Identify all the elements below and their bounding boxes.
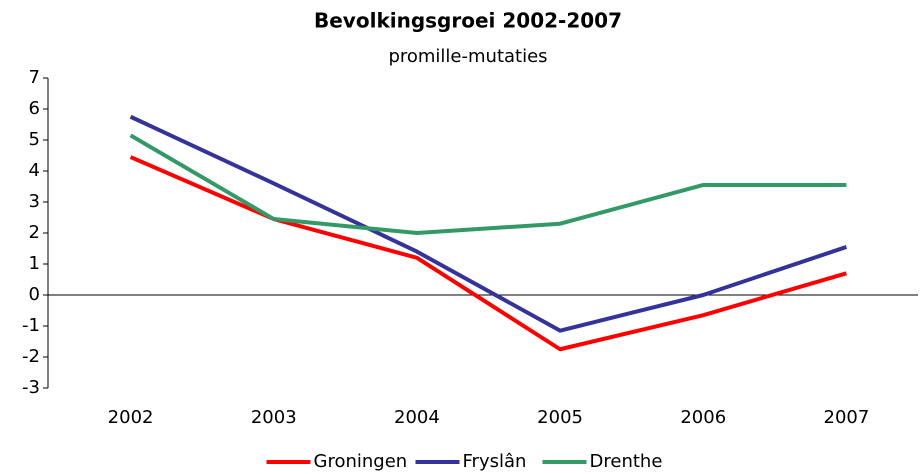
y-tick-label: -1 bbox=[22, 315, 40, 336]
series-line bbox=[129, 155, 847, 352]
legend-label: Drenthe bbox=[590, 451, 663, 472]
y-tick-label: 1 bbox=[29, 253, 40, 274]
y-tick-label: 0 bbox=[29, 284, 40, 305]
chart-subtitle: promille-mutaties bbox=[388, 46, 547, 67]
x-tick-label: 2002 bbox=[108, 407, 154, 428]
x-tick-label: 2004 bbox=[394, 407, 440, 428]
y-tick-label: 4 bbox=[29, 160, 40, 181]
legend-label: Fryslân bbox=[463, 451, 527, 472]
x-tick-label: 2005 bbox=[537, 407, 583, 428]
y-tick-label: 7 bbox=[29, 67, 40, 88]
x-tick-label: 2006 bbox=[680, 407, 726, 428]
x-tick-label: 2007 bbox=[824, 407, 870, 428]
series-line bbox=[129, 133, 847, 235]
y-tick-label: 2 bbox=[29, 222, 40, 243]
series-line bbox=[129, 114, 848, 333]
y-tick-label: 6 bbox=[29, 98, 40, 119]
chart-title: Bevolkingsgroei 2002-2007 bbox=[314, 9, 622, 33]
y-tick-label: 5 bbox=[29, 129, 40, 150]
y-tick-label: 3 bbox=[29, 191, 40, 212]
x-tick-label: 2003 bbox=[251, 407, 297, 428]
y-tick-label: -3 bbox=[22, 377, 40, 398]
legend-label: Groningen bbox=[314, 451, 408, 472]
y-tick-label: -2 bbox=[22, 346, 40, 367]
